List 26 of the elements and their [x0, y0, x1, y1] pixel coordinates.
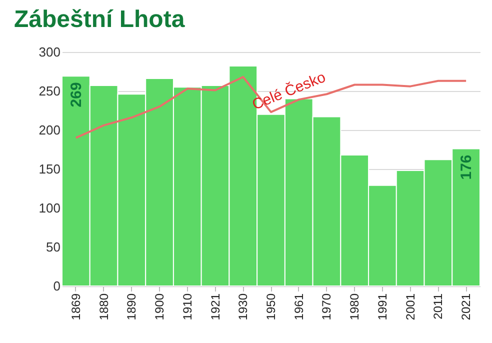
- x-tick-label: 1991: [375, 293, 390, 320]
- x-tick-label: 2001: [403, 293, 418, 320]
- y-tick-label: 250: [38, 84, 60, 98]
- x-tick-label: 2021: [459, 293, 474, 320]
- y-tick-label: 50: [46, 240, 60, 254]
- x-tick-label: 1910: [180, 293, 194, 320]
- y-tick-label: 100: [38, 200, 60, 216]
- chart-title: Zábeštní Lhota: [14, 6, 186, 33]
- x-tick-label: 1950: [264, 293, 278, 320]
- y-tick-label: 150: [38, 162, 60, 176]
- text: Celé Česko: [249, 68, 328, 114]
- x-tick-label: 1900: [152, 293, 167, 320]
- y-tick-label: 200: [38, 122, 60, 138]
- data-label: 176: [458, 154, 476, 180]
- x-tick-label: 1890: [124, 293, 139, 320]
- x-tick-label: 1869: [68, 293, 83, 320]
- y-tick-label: 300: [38, 44, 60, 60]
- x-tick-label: 1970: [320, 293, 334, 320]
- x-tick-label: 1961: [292, 293, 306, 320]
- x-tick-label: 1880: [96, 293, 111, 320]
- x-tick-label: 2011: [431, 293, 446, 320]
- y-tick-label: 0: [53, 278, 60, 294]
- x-tick-label: 1980: [348, 293, 362, 320]
- data-label: 269: [68, 82, 85, 108]
- x-tick-label: 1930: [236, 293, 250, 320]
- x-tick-label: 1921: [208, 293, 222, 320]
